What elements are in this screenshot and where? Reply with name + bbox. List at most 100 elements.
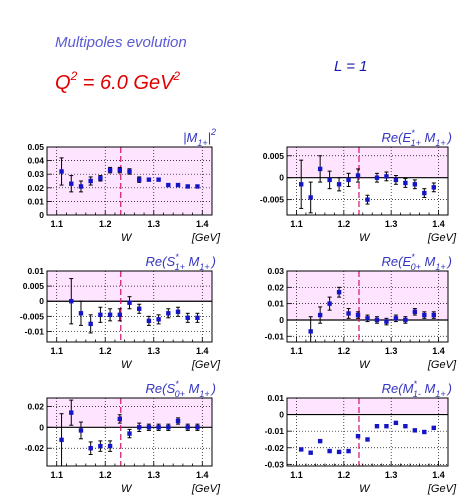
y-tick-label: 0.02 (27, 401, 44, 411)
data-point (166, 182, 171, 188)
y-tick-label: 0.005 (23, 281, 45, 291)
x-axis-unit: [GeV] (427, 232, 457, 244)
data-point (156, 425, 161, 430)
data-point (355, 312, 361, 318)
y-tick-label: -0.01 (265, 331, 285, 341)
title-sub2: 1+ (435, 389, 445, 399)
data-point (431, 185, 436, 190)
data-point (403, 317, 408, 323)
data-point (393, 420, 399, 426)
x-tick-label: 1.1 (50, 346, 63, 356)
shaded-region (47, 147, 212, 215)
x-axis-label: W (121, 359, 133, 371)
y-tick-label: 0.05 (27, 142, 44, 152)
y-tick-label: 0.04 (27, 156, 44, 166)
y-tick-label: 0.03 (27, 169, 44, 179)
title-tail: M (421, 130, 436, 145)
data-point (185, 315, 190, 321)
data-point (59, 437, 64, 443)
shaded-region (287, 147, 448, 178)
x-tick-label: 1.2 (99, 346, 112, 356)
data-point (365, 316, 370, 321)
y-tick-label: 0.005 (263, 151, 285, 161)
plot-frame (286, 397, 449, 467)
data-point (365, 197, 370, 202)
title-sup: * (411, 252, 415, 262)
data-point (374, 423, 380, 429)
x-tick-label: 1.1 (50, 470, 63, 480)
data-point (393, 316, 399, 321)
x-tick-label: 1.4 (432, 346, 445, 356)
data-point (117, 312, 122, 318)
plot-frame (286, 146, 449, 216)
y-tick-label: 0 (279, 315, 284, 325)
title-sup: 2 (210, 127, 216, 137)
chart-panel-1: 1.1 1.2 1.3 1.4 0 0.01 0.02 0.03 0.04 0.05 W [GeV] |… (27, 127, 220, 244)
title-end: ) (446, 381, 452, 396)
y-tick-label: -0.02 (25, 443, 45, 453)
title-end: ) (210, 254, 216, 269)
title-tail: | (208, 130, 211, 145)
data-point (403, 423, 408, 429)
x-tick-label: 1.1 (290, 346, 303, 356)
data-point (412, 428, 418, 433)
plot-frame (286, 270, 449, 343)
data-point (412, 309, 418, 315)
title-sub: 1+ (197, 138, 207, 148)
x-tick-label: 1.3 (148, 219, 161, 229)
chart-title: Re(E* 1+ M1+) (382, 128, 452, 148)
title-sub: 1+ (175, 262, 185, 272)
data-point (393, 177, 399, 183)
y-tick-label: -0.005 (20, 311, 44, 321)
title-sup: * (413, 379, 417, 389)
chart-title: Re(S* 0+ M1+) (146, 379, 216, 399)
y-tick-label: -0.03 (265, 459, 285, 469)
data-point (175, 418, 181, 424)
data-point (146, 318, 152, 324)
chart-title: |M1+|2​ (183, 127, 216, 148)
data-point (78, 184, 84, 189)
data-point (59, 169, 64, 174)
title-tail: M (185, 254, 200, 269)
x-axis-label: W (121, 483, 133, 495)
data-point (146, 425, 152, 430)
q2-middle: = 6.0 GeV (77, 72, 174, 94)
y-tick-label: -0.005 (260, 195, 284, 205)
title-sup: * (411, 128, 415, 138)
x-tick-label: 1.4 (196, 346, 209, 356)
y-tick-label: 0 (39, 422, 44, 432)
x-tick-label: 1.3 (148, 470, 161, 480)
y-tick-label: -0.02 (265, 443, 285, 453)
x-axis-unit: [GeV] (191, 483, 221, 495)
q2-unit-sup: 2 (173, 69, 181, 83)
data-point (98, 443, 103, 449)
chart-panel-6: 1.1 1.2 1.3 1.4 -0.03 -0.02 -0.01 0 0.01 W [GeV] Re… (265, 379, 457, 495)
x-tick-label: 1.2 (338, 219, 351, 229)
data-point (299, 447, 304, 452)
x-axis-label: W (359, 359, 371, 371)
data-point (88, 178, 93, 184)
y-tick-label: 0.01 (267, 393, 284, 403)
data-point (156, 177, 161, 182)
data-point (422, 190, 427, 196)
data-point (127, 300, 132, 305)
data-point (422, 312, 427, 318)
x-tick-label: 1.4 (196, 470, 209, 480)
data-point (317, 312, 323, 318)
q2-sup: 2 (70, 69, 78, 83)
plot-frame (46, 270, 213, 343)
y-tick-label: 0.01 (27, 196, 44, 206)
plot-frame (46, 146, 213, 216)
x-tick-label: 1.1 (50, 219, 63, 229)
y-tick-label: 0 (39, 296, 44, 306)
data-point (346, 311, 351, 316)
data-point (137, 177, 142, 182)
title-tail: M (185, 381, 200, 396)
title-sub: 1+ (411, 138, 421, 148)
shaded-region (47, 398, 212, 428)
shaded-region (287, 398, 448, 415)
y-tick-label: 0 (279, 410, 284, 420)
data-point (336, 290, 342, 295)
plot-frame (46, 397, 213, 467)
